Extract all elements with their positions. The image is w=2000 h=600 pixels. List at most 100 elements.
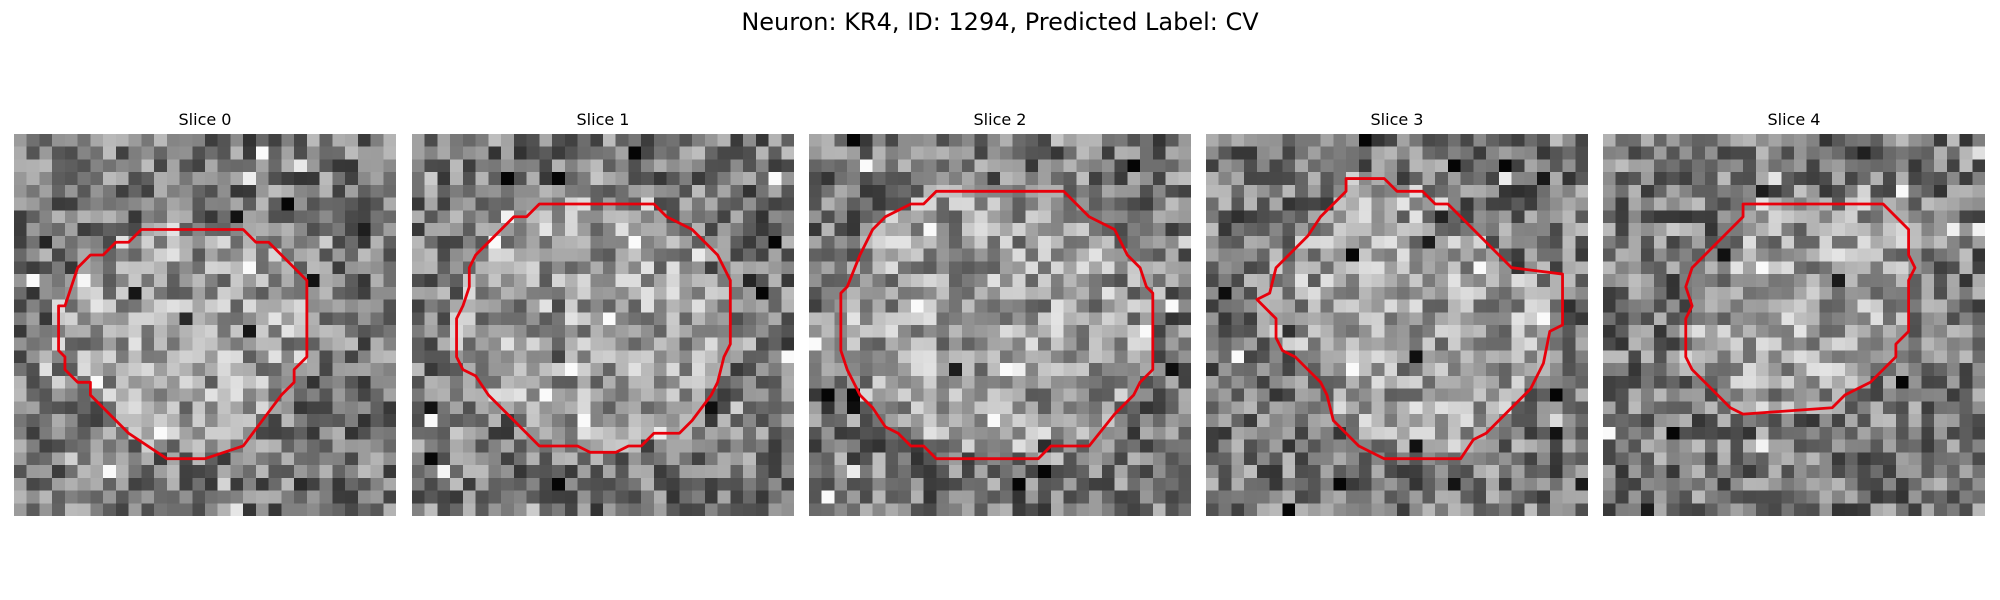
pixel-cell (1371, 375, 1385, 389)
pixel-cell (885, 286, 899, 300)
pixel-cell (1704, 248, 1718, 262)
pixel-cell (1844, 223, 1858, 237)
pixel-cell (539, 274, 553, 288)
pixel-cell (1819, 452, 1833, 466)
pixel-cell (1666, 414, 1680, 428)
pixel-cell (1549, 388, 1563, 402)
pixel-cell (1704, 337, 1718, 351)
pixel-cell (1603, 363, 1616, 377)
pixel-cell (1946, 159, 1960, 173)
pixel-cell (641, 490, 655, 504)
pixel-cell (1934, 439, 1948, 453)
pixel-cell (961, 197, 975, 211)
pixel-cell (14, 337, 27, 351)
pixel-cell (1101, 426, 1115, 440)
pixel-cell (268, 490, 282, 504)
pixel-cell (974, 426, 988, 440)
pixel-cell (1666, 235, 1680, 249)
pixel-cell (1603, 337, 1616, 351)
pixel-cell (847, 134, 861, 147)
pixel-cell (1537, 197, 1551, 211)
pixel-cell (1972, 465, 1985, 479)
pixel-cell (1768, 184, 1782, 198)
pixel-cell (1346, 401, 1360, 415)
pixel-cell (1666, 274, 1680, 288)
pixel-cell (1409, 210, 1423, 224)
pixel-cell (103, 286, 117, 300)
pixel-cell (936, 465, 950, 479)
pixel-cell (1717, 452, 1731, 466)
pixel-cell (898, 325, 912, 338)
pixel-cell (205, 274, 218, 288)
pixel-cell (1743, 261, 1757, 275)
pixel-cell (1704, 210, 1718, 224)
pixel-cell (768, 414, 782, 428)
pixel-cell (243, 465, 257, 479)
pixel-cell (437, 261, 451, 275)
pixel-cell (64, 312, 78, 326)
pixel-cell (1218, 146, 1232, 160)
pixel-cell (1371, 299, 1385, 313)
pixel-cell (1575, 477, 1588, 491)
pixel-cell (1346, 325, 1360, 338)
pixel-cell (1549, 490, 1563, 504)
pixel-cell (1806, 337, 1820, 351)
pixel-cell (834, 146, 848, 160)
pixel-cell (1895, 426, 1909, 440)
pixel-cell (115, 503, 129, 516)
slice-title: Slice 1 (576, 110, 630, 129)
pixel-cell (1178, 490, 1191, 504)
pixel-cell (1025, 274, 1039, 288)
slice-image (412, 134, 794, 516)
pixel-cell (809, 274, 822, 288)
pixel-cell (1256, 184, 1270, 198)
pixel-cell (1473, 210, 1487, 224)
pixel-cell (653, 375, 667, 389)
pixel-cell (128, 477, 142, 491)
pixel-cell (1870, 490, 1884, 504)
pixel-cell (1857, 299, 1871, 313)
pixel-cell (910, 350, 924, 364)
pixel-cell (1358, 274, 1372, 288)
pixel-cell (1178, 414, 1191, 428)
pixel-cell (1114, 363, 1128, 377)
pixel-cell (383, 426, 396, 440)
pixel-cell (704, 363, 718, 377)
pixel-cell (412, 210, 425, 224)
pixel-cell (1603, 210, 1616, 224)
pixel-cell (1063, 375, 1077, 389)
pixel-cell (1346, 223, 1360, 237)
pixel-cell (961, 490, 975, 504)
pixel-cell (1524, 337, 1538, 351)
pixel-cell (179, 388, 193, 402)
pixel-cell (64, 452, 78, 466)
pixel-cell (641, 184, 655, 198)
pixel-cell (1730, 426, 1744, 440)
pixel-cell (923, 477, 937, 491)
pixel-cell (1422, 503, 1436, 516)
pixel-cell (1397, 172, 1410, 186)
pixel-cell (1934, 286, 1948, 300)
pixel-cell (743, 375, 757, 389)
pixel-cell (641, 146, 655, 160)
pixel-cell (847, 172, 861, 186)
pixel-cell (1666, 134, 1680, 147)
pixel-cell (1178, 159, 1191, 173)
pixel-cell (679, 159, 693, 173)
pixel-cell (1575, 286, 1588, 300)
pixel-cell (1101, 299, 1115, 313)
pixel-cell (154, 337, 168, 351)
pixel-cell (1140, 337, 1154, 351)
pixel-cell (704, 452, 718, 466)
pixel-cell (39, 248, 53, 262)
pixel-cell (14, 146, 27, 160)
pixel-cell (1076, 299, 1090, 313)
pixel-cell (217, 172, 231, 186)
pixel-cell (1628, 134, 1642, 147)
pixel-cell (1908, 325, 1922, 338)
pixel-cell (154, 439, 168, 453)
pixel-cell (77, 388, 91, 402)
pixel-cell (1575, 452, 1588, 466)
pixel-cell (1206, 299, 1219, 313)
pixel-cell (154, 197, 168, 211)
